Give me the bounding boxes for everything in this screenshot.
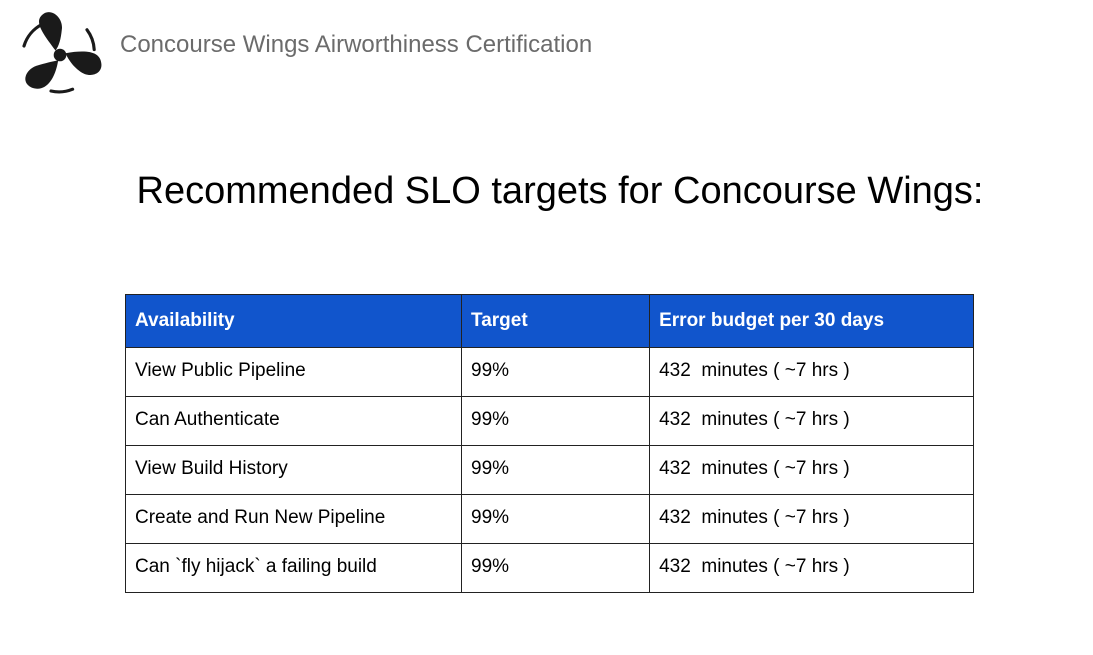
target-cell: 99% [460,396,651,446]
column-header-error-budget: Error budget per 30 days [649,294,974,348]
availability-cell: Can `fly hijack` a failing build [125,543,462,593]
availability-cell: Can Authenticate [125,396,462,446]
slo-table: Availability Target Error budget per 30 … [125,294,974,593]
error-budget-cell: 432 minutes ( ~7 hrs ) [649,543,974,593]
table-row: View Build History 99% 432 minutes ( ~7 … [125,445,974,495]
table-row: Create and Run New Pipeline 99% 432 minu… [125,494,974,544]
error-budget-cell: 432 minutes ( ~7 hrs ) [649,445,974,495]
target-cell: 99% [460,494,651,544]
column-header-target: Target [460,294,651,348]
table-row: Can `fly hijack` a failing build 99% 432… [125,543,974,593]
propeller-logo-icon [22,12,102,94]
target-cell: 99% [460,347,651,397]
header-title: Concourse Wings Airworthiness Certificat… [120,31,593,58]
table-header-row: Availability Target Error budget per 30 … [125,294,974,348]
error-budget-cell: 432 minutes ( ~7 hrs ) [649,494,974,544]
table-row: View Public Pipeline 99% 432 minutes ( ~… [125,347,974,397]
table-row: Can Authenticate 99% 432 minutes ( ~7 hr… [125,396,974,446]
error-budget-cell: 432 minutes ( ~7 hrs ) [649,396,974,446]
availability-cell: View Public Pipeline [125,347,462,397]
availability-cell: Create and Run New Pipeline [125,494,462,544]
target-cell: 99% [460,445,651,495]
header [14,10,106,100]
slide-title: Recommended SLO targets for Concourse Wi… [136,170,984,212]
error-budget-cell: 432 minutes ( ~7 hrs ) [649,347,974,397]
target-cell: 99% [460,543,651,593]
availability-cell: View Build History [125,445,462,495]
column-header-availability: Availability [125,294,462,348]
